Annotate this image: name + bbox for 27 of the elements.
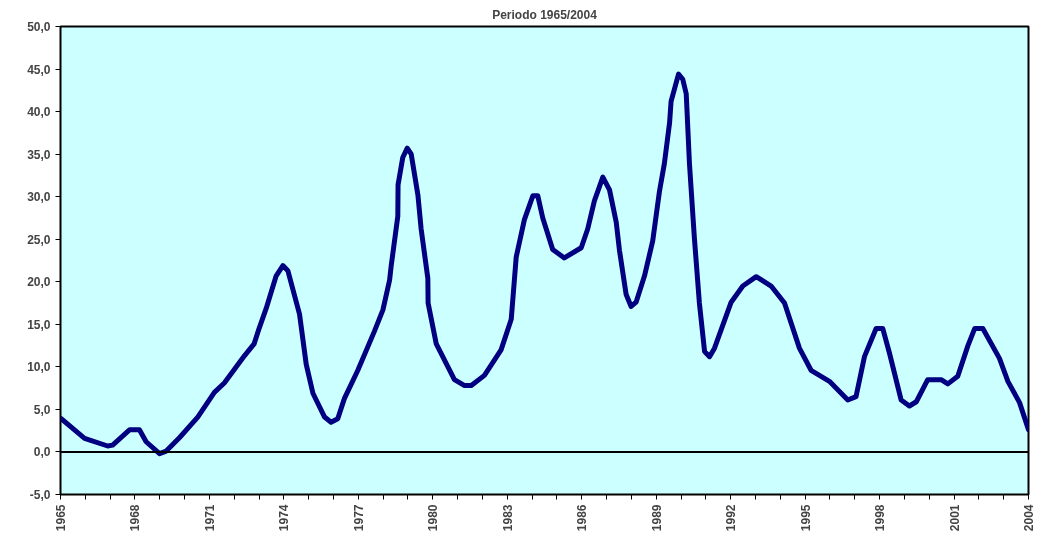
x-tick-label: 1974	[277, 504, 292, 532]
y-tick-label: 35,0	[27, 147, 51, 162]
y-tick-label: 25,0	[27, 232, 51, 247]
x-tick-label: 2001	[947, 504, 962, 532]
y-tick-label: 0,0	[33, 445, 51, 460]
x-tick-label: 2004	[1022, 504, 1036, 532]
x-tick-label: 1977	[351, 504, 366, 532]
x-tick-label: 1995	[798, 504, 813, 532]
y-tick-label: 20,0	[27, 275, 51, 290]
x-tick-label: 1989	[649, 504, 664, 532]
y-tick-label: 15,0	[27, 317, 51, 332]
x-tick-label: 1965	[54, 504, 68, 532]
chart-title: Periodo 1965/2004	[492, 7, 598, 22]
x-tick-label: 1998	[873, 504, 888, 532]
y-tick-label: 30,0	[27, 190, 51, 205]
x-tick-label: 1971	[202, 504, 217, 532]
x-tick-label: 1983	[500, 504, 515, 532]
x-tick-label: 1968	[128, 504, 143, 532]
x-tick-label: 1986	[575, 504, 590, 532]
y-tick-label: 50,0	[27, 20, 51, 34]
x-tick-label: 1992	[724, 504, 739, 532]
y-tick-label: 45,0	[27, 62, 51, 77]
y-tick-label: 10,0	[27, 360, 51, 375]
y-tick-label: 40,0	[27, 105, 51, 120]
y-tick-label: 5,0	[33, 402, 51, 417]
x-tick-label: 1980	[426, 504, 441, 532]
y-tick-label: -5,0	[29, 488, 51, 502]
